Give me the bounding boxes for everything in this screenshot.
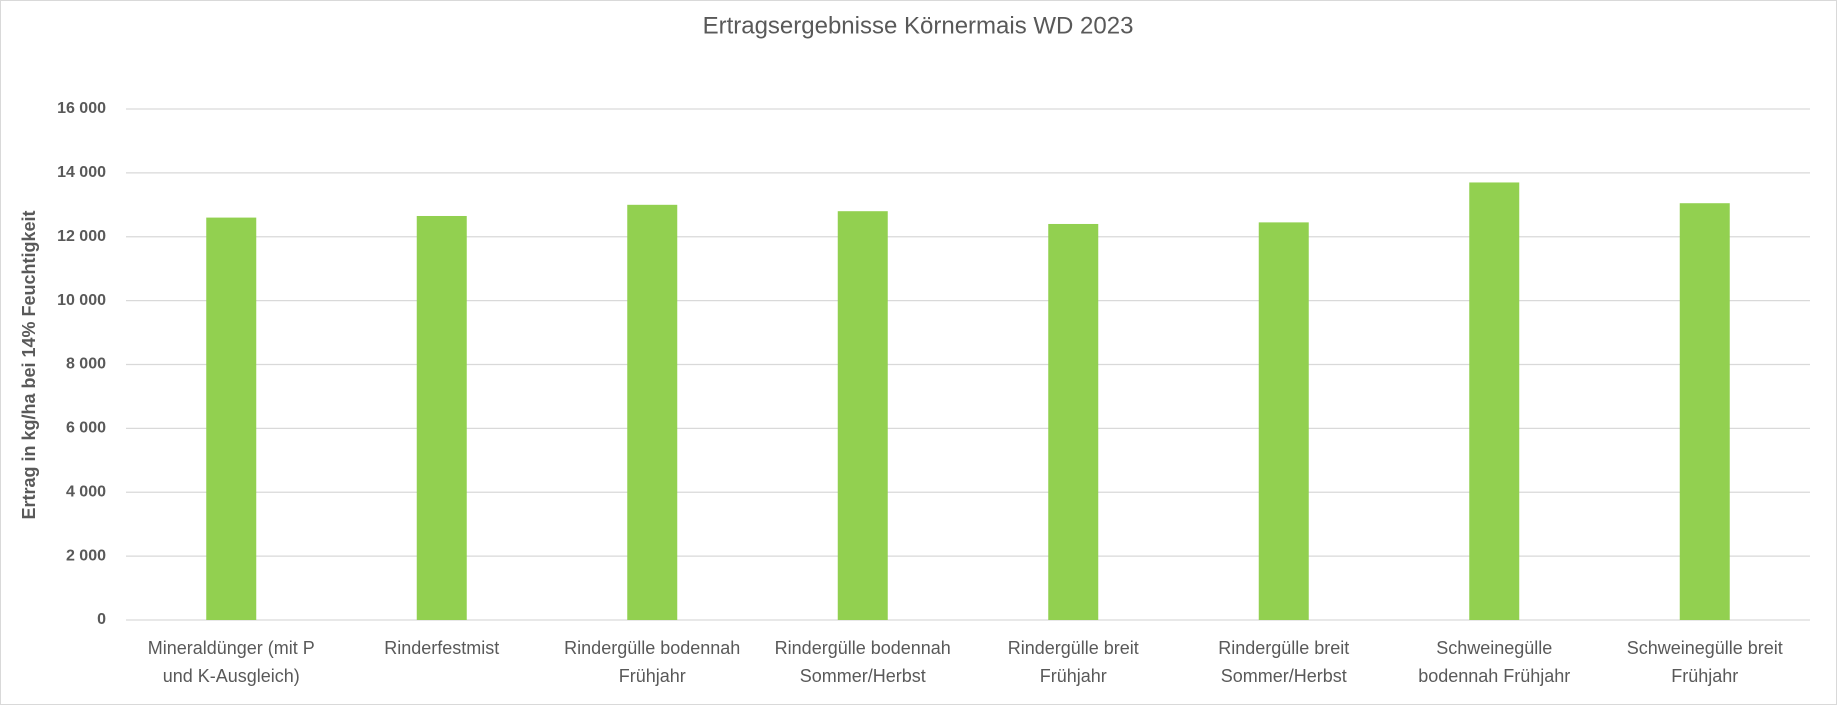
y-axis-label: Ertrag in kg/ha bei 14% Feuchtigkeit [19,210,39,519]
x-tick-label: Rinderfestmist [384,638,499,658]
bar [416,215,467,620]
y-tick-label: 10 000 [57,292,106,309]
bar [1469,182,1520,621]
y-tick-label: 8 000 [66,356,106,373]
bar [627,204,678,620]
y-tick-label: 14 000 [57,164,106,181]
x-tick-label: Rindergülle bodennah Frühjahr [564,638,740,686]
x-tick-label: Rindergülle breit Frühjahr [1008,638,1139,686]
chart-title: Ertragsergebnisse Körnermais WD 2023 [703,12,1134,39]
y-tick-label: 16 000 [57,100,106,117]
bar [206,217,257,620]
y-tick-label: 0 [97,611,106,628]
x-tick-label: Schweinegülle breit Frühjahr [1627,638,1783,686]
bar [837,211,888,620]
bar [1679,203,1730,620]
y-tick-label: 6 000 [66,420,106,437]
y-tick-label: 4 000 [66,483,106,500]
y-tick-label: 2 000 [66,547,106,564]
x-tick-label: Schweinegülle bodennah Frühjahr [1418,638,1570,686]
y-tick-label: 12 000 [57,228,106,245]
bar [1258,222,1309,621]
x-tick-label: Rindergülle bodennah Sommer/Herbst [775,638,951,686]
x-tick-label: Rindergülle breit Sommer/Herbst [1218,638,1349,686]
bar [1048,223,1099,620]
